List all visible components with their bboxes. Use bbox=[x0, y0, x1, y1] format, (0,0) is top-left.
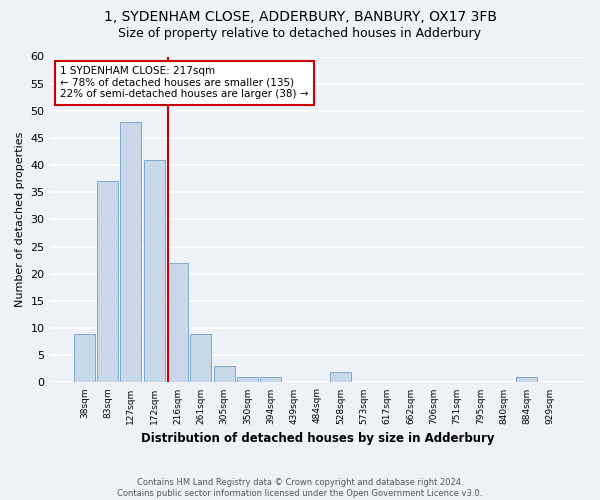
X-axis label: Distribution of detached houses by size in Adderbury: Distribution of detached houses by size … bbox=[140, 432, 494, 445]
Text: Contains HM Land Registry data © Crown copyright and database right 2024.
Contai: Contains HM Land Registry data © Crown c… bbox=[118, 478, 482, 498]
Bar bbox=[74, 334, 95, 382]
Bar bbox=[237, 377, 258, 382]
Bar bbox=[260, 377, 281, 382]
Y-axis label: Number of detached properties: Number of detached properties bbox=[15, 132, 25, 307]
Bar bbox=[517, 377, 538, 382]
Text: 1, SYDENHAM CLOSE, ADDERBURY, BANBURY, OX17 3FB: 1, SYDENHAM CLOSE, ADDERBURY, BANBURY, O… bbox=[104, 10, 497, 24]
Bar bbox=[190, 334, 211, 382]
Bar bbox=[121, 122, 142, 382]
Bar bbox=[97, 182, 118, 382]
Bar bbox=[144, 160, 165, 382]
Text: 1 SYDENHAM CLOSE: 217sqm
← 78% of detached houses are smaller (135)
22% of semi-: 1 SYDENHAM CLOSE: 217sqm ← 78% of detach… bbox=[60, 66, 309, 100]
Bar bbox=[214, 366, 235, 382]
Bar bbox=[330, 372, 351, 382]
Text: Size of property relative to detached houses in Adderbury: Size of property relative to detached ho… bbox=[119, 28, 482, 40]
Bar bbox=[167, 263, 188, 382]
